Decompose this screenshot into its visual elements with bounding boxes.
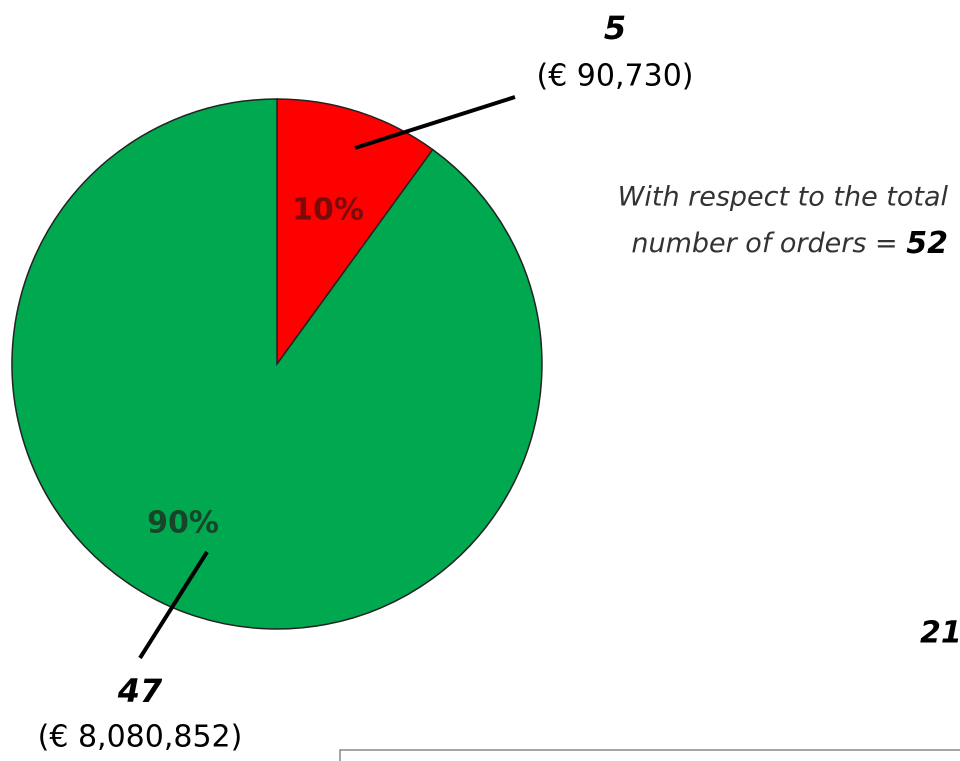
amount-label: (€ 90,730) <box>536 59 693 94</box>
count-label: 47 <box>117 672 163 710</box>
percent-label: 90% <box>147 506 219 541</box>
amount-label: (€ 8,080,852) <box>38 720 243 755</box>
leader-line <box>354 95 516 150</box>
annotation-text: number of orders = <box>631 228 897 259</box>
count-label: 5 <box>604 9 626 47</box>
annotation-line: number of orders = 52 <box>631 226 948 261</box>
partial-label: 21 <box>920 616 960 651</box>
pie-slice <box>11 98 543 630</box>
pie-slice <box>276 98 434 367</box>
leader-line <box>138 550 209 660</box>
panel-box <box>339 749 960 761</box>
annotation-total: 52 <box>906 226 948 261</box>
percent-label: 10% <box>292 193 364 228</box>
annotation-line: With respect to the total <box>618 182 949 213</box>
